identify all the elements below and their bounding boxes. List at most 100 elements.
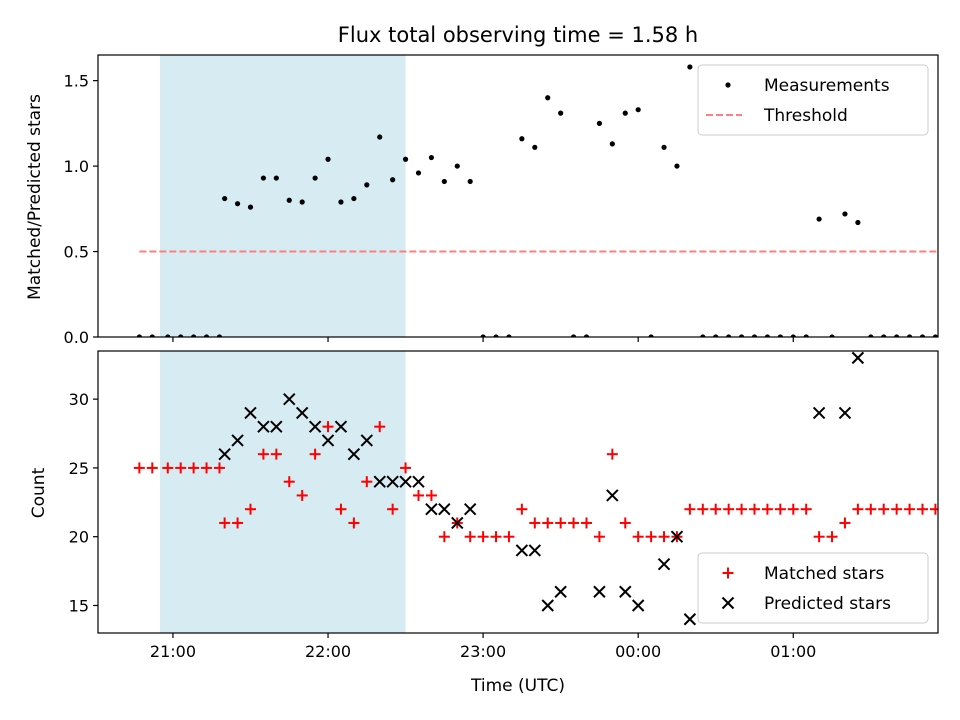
axes-frame <box>97 350 939 634</box>
measurements-point <box>493 334 499 337</box>
measurements-point <box>273 175 279 181</box>
y-tick-label: 30 <box>69 390 89 409</box>
matched-stars-point <box>542 517 554 529</box>
predicted-stars-point <box>541 599 554 612</box>
measurements-point <box>596 120 603 126</box>
measurements-point <box>191 334 197 337</box>
measurements-point <box>919 334 926 337</box>
measurements-point <box>946 334 951 339</box>
predicted-stars-point <box>838 406 852 420</box>
measurements-point <box>932 334 938 337</box>
predicted-stars-point <box>670 530 684 543</box>
matched-stars-point <box>568 517 580 529</box>
matched-stars-point <box>774 503 786 515</box>
measurements-point <box>609 141 615 147</box>
measurements-point <box>842 211 848 217</box>
matched-stars-point <box>335 503 347 515</box>
measurements-point <box>286 197 292 203</box>
matched-stars-point <box>425 489 437 501</box>
predicted-stars-point <box>308 420 322 433</box>
matched-stars-point <box>201 462 213 474</box>
measurements-point <box>583 334 590 337</box>
predicted-stars-point <box>515 544 529 557</box>
matched-stars-point <box>723 503 735 515</box>
predicted-stars-point <box>295 406 309 420</box>
matched-stars-point <box>257 448 269 460</box>
measurements-point <box>803 334 809 337</box>
predicted-stars-point <box>386 475 399 488</box>
observing-span-shade <box>160 55 406 337</box>
matched-stars-point <box>244 503 256 515</box>
matched-stars-point <box>133 462 145 474</box>
measurements-point <box>415 170 422 176</box>
matched-stars-point <box>348 517 360 529</box>
matched-stars-point <box>322 421 334 433</box>
legend: Matched stars Predicted stars <box>697 552 929 624</box>
measurements-point <box>738 334 745 337</box>
axes-frame <box>97 54 939 338</box>
predicted-stars-point <box>412 475 425 488</box>
matched-stars-point <box>736 503 748 515</box>
legend-label: Predicted stars <box>764 594 891 614</box>
y-tick-label: 0.5 <box>64 243 89 262</box>
measurements-point <box>506 334 512 337</box>
measurements-point <box>428 154 435 161</box>
x-axis-label: Time (UTC) <box>470 676 565 696</box>
matched-stars-point <box>516 503 528 515</box>
measurements-point <box>868 334 874 337</box>
matched-stars-point <box>632 531 644 543</box>
bottom-y-axis-label: Count <box>29 467 49 518</box>
matched-stars-point <box>839 517 851 529</box>
measurements-point <box>351 195 357 202</box>
matched-stars-point <box>787 503 799 515</box>
measurements-point <box>855 219 861 226</box>
predicted-stars-point <box>360 434 374 447</box>
matched-stars-point <box>213 462 225 474</box>
y-tick-label: 20 <box>69 528 89 547</box>
predicted-stars-point <box>283 392 296 406</box>
measurements-point <box>260 175 267 181</box>
measurements-point <box>377 134 383 140</box>
measurements-point <box>441 178 447 185</box>
measurements-point <box>364 182 370 188</box>
measurements-point <box>570 334 577 337</box>
measurements-point <box>312 175 318 181</box>
measurements-point <box>777 334 783 337</box>
matched-stars-point <box>593 531 605 543</box>
predicted-stars-point <box>334 420 348 433</box>
measurements-point <box>203 334 210 337</box>
predicted-stars-point <box>593 585 606 598</box>
predicted-stars-point <box>812 406 826 420</box>
predicted-stars-point <box>463 502 477 516</box>
matched-stars-point <box>916 503 928 515</box>
matched-stars-point <box>580 517 592 529</box>
matched-stars-point <box>710 503 722 515</box>
matched-stars-point <box>175 462 187 474</box>
chart-title: Flux total observing time = 1.58 h <box>338 23 698 47</box>
matched-stars-point <box>412 489 424 501</box>
predicted-stars-point <box>438 502 451 516</box>
measurements-point <box>622 110 628 116</box>
measurements-point <box>700 334 706 337</box>
measurements-point <box>178 334 184 337</box>
measurements-point <box>558 110 564 116</box>
predicted-stars-point <box>244 406 257 420</box>
matched-stars-point <box>826 531 838 543</box>
matched-stars-point <box>529 517 541 529</box>
matched-stars-point <box>438 531 450 543</box>
measurements-point <box>402 156 409 162</box>
predicted-stars-point <box>851 351 865 365</box>
measurements-point <box>816 216 822 222</box>
matched-stars-point <box>878 503 890 515</box>
predicted-stars-point <box>321 434 335 447</box>
measurements-point <box>338 199 344 205</box>
x-tick-label: 22:00 <box>305 642 351 661</box>
matched-stars-point <box>684 503 696 515</box>
matched-stars-point <box>162 462 174 474</box>
measurements-point <box>751 334 758 337</box>
x-tick-label: 00:00 <box>615 642 661 661</box>
bottom-panel: 15 20 25 30 21:00 22:00 23:00 00:00 01:00 Matched… <box>69 350 939 661</box>
measurements-point <box>325 156 331 162</box>
predicted-stars-point <box>425 502 438 516</box>
measurements-point <box>149 334 155 337</box>
